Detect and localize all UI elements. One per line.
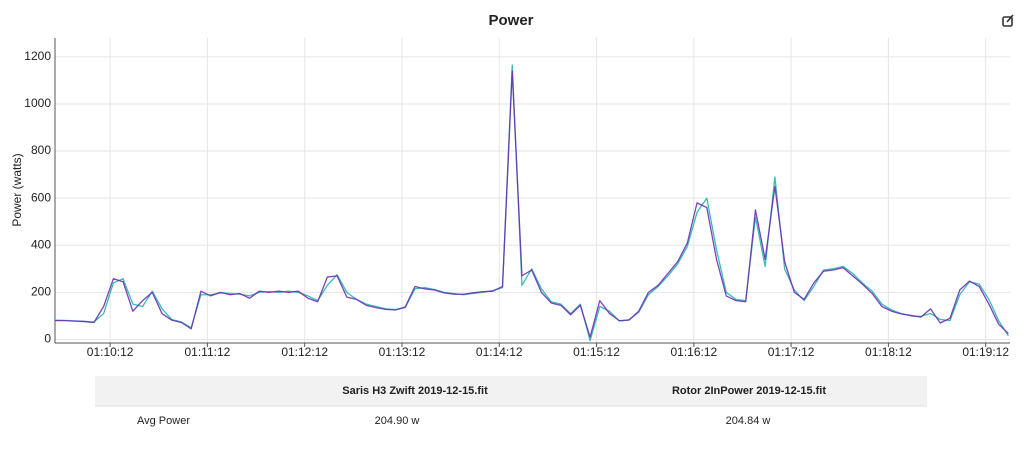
y-tick-label: 0 (44, 332, 51, 346)
table-cell: Avg Power (137, 415, 190, 427)
series-line (54, 64, 1009, 342)
chart-title: Power (488, 12, 533, 29)
x-tick-label: 01:13:12 (379, 345, 426, 359)
x-tick-label: 01:18:12 (865, 345, 912, 359)
edit-icon[interactable] (1002, 14, 1014, 27)
table-header: Rotor 2InPower 2019-12-15.fit (672, 385, 826, 397)
table-cell: 204.90 w (375, 415, 420, 427)
series-line (55, 70, 1009, 338)
x-tick-label: 01:14:12 (476, 345, 523, 359)
x-tick-label: 01:12:12 (281, 345, 328, 359)
x-tick-label: 01:11:12 (184, 345, 230, 359)
x-tick-label: 01:17:12 (768, 345, 815, 359)
table-header-band (95, 376, 927, 406)
table-cell: 204.84 w (726, 415, 771, 427)
y-tick-label: 800 (31, 143, 51, 157)
x-tick-label: 01:19:12 (962, 345, 1009, 359)
y-tick-label: 600 (31, 190, 51, 204)
x-tick-label: 01:15:12 (573, 345, 620, 359)
y-axis-label: Power (watts) (10, 153, 24, 226)
y-tick-label: 1200 (24, 49, 51, 63)
y-tick-label: 1000 (24, 96, 51, 110)
table: Saris H3 Zwift 2019-12-15.fit Rotor 2InP… (95, 376, 927, 427)
x-tick-label: 01:16:12 (670, 345, 717, 359)
y-tick-label: 200 (31, 285, 51, 299)
y-tick-label: 400 (31, 237, 51, 251)
table-header: Saris H3 Zwift 2019-12-15.fit (342, 385, 488, 397)
x-tick-label: 01:10:12 (87, 345, 134, 359)
